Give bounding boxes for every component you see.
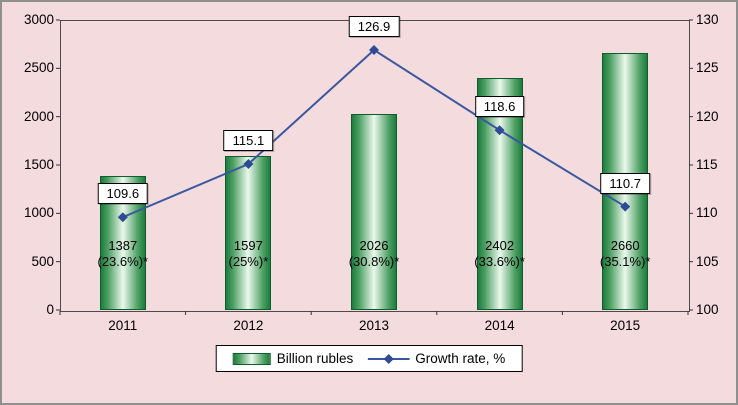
bar-share-text: (33.6%)*: [474, 254, 525, 269]
growth-rate-value-label: 115.1: [223, 130, 274, 152]
legend-item-billion-rubles: Billion rubles: [232, 351, 354, 366]
bar-value-label: 2026 (30.8%)*: [329, 238, 419, 270]
right-axis-tick-label: 115: [696, 157, 718, 172]
right-axis-tick-label: 125: [696, 60, 719, 76]
left-axis-tick-label: 500: [31, 253, 54, 269]
right-axis-tick-label: 100: [696, 302, 719, 317]
bar-value-text: 2660: [610, 238, 640, 253]
x-axis-label: 2012: [233, 318, 264, 333]
x-axis-label: 2013: [358, 318, 390, 333]
bar-2012: [225, 155, 272, 310]
line-series-swatch-icon: [367, 353, 410, 364]
x-axis-label: 2011: [108, 318, 138, 333]
growth-rate-value-label: 110.7: [600, 172, 650, 194]
bar-share-text: (23.6%)*: [97, 254, 149, 269]
bar-value-text: 1597: [233, 238, 263, 253]
right-axis-tick-label: 105: [696, 253, 719, 269]
right-axis-tick-label: 120: [696, 108, 719, 124]
left-axis-tick-label: 0: [46, 302, 54, 317]
growth-rate-value-label: 109.6: [97, 183, 149, 205]
right-axis-tick-label: 130: [696, 12, 719, 27]
bar-value-label: 1387 (23.6%)*: [78, 238, 168, 270]
legend-item-growth-rate: Growth rate, %: [367, 351, 505, 366]
left-axis-tick-label: 1500: [23, 157, 54, 172]
legend: Billion rubles Growth rate, %: [215, 345, 523, 372]
bar-share-text: (35.1%)*: [599, 254, 651, 269]
growth-rate-value-label: 126.9: [348, 15, 400, 37]
bar-value-text: 1387: [108, 238, 138, 253]
bar-value-text: 2402: [485, 238, 515, 253]
bar-2013: [351, 114, 397, 310]
left-axis-tick-label: 1000: [23, 205, 54, 221]
bar-share-text: (30.8%)*: [348, 254, 400, 269]
left-axis-tick-label: 2000: [23, 108, 54, 124]
left-axis-tick-label: 2500: [23, 60, 54, 76]
right-axis-tick-label: 110: [696, 205, 718, 221]
legend-label-growth-rate: Growth rate, %: [415, 351, 506, 366]
bar-series-swatch-icon: [232, 352, 271, 365]
bar-value-label: 2402 (33.6%)*: [455, 238, 545, 270]
x-axis-label: 2015: [610, 318, 641, 333]
x-axis-label: 2014: [484, 318, 515, 333]
bar-value-text: 2026: [359, 238, 389, 253]
growth-rate-value-label: 118.6: [474, 96, 525, 118]
bar-share-text: (25%)*: [228, 254, 269, 269]
left-axis-tick-label: 3000: [23, 12, 54, 27]
bar-value-label: 1597 (25%)*: [203, 238, 293, 270]
legend-label-billion-rubles: Billion rubles: [276, 351, 354, 366]
bar-value-label: 2660 (35.1%)*: [580, 238, 670, 270]
